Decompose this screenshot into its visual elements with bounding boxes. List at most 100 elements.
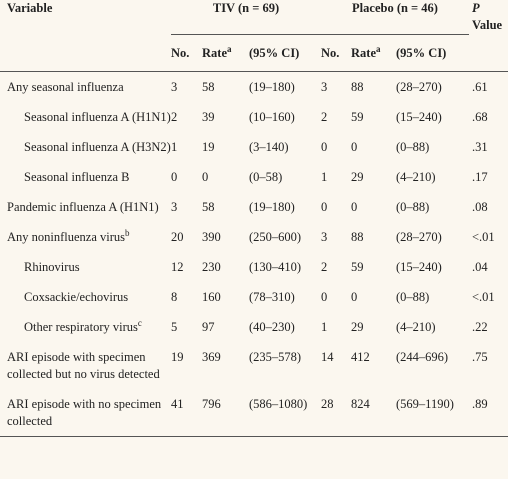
placebo-no-cell: 28 xyxy=(321,396,334,411)
placebo-rate-cell: 29 xyxy=(351,319,364,334)
tiv-ci-cell: (0–58) xyxy=(249,169,283,184)
row-label: Seasonal influenza A (H3N2) xyxy=(24,139,171,154)
tiv-no-cell: 3 xyxy=(171,79,178,94)
placebo-no-header: No. xyxy=(321,34,351,72)
p-value-cell: <.01 xyxy=(472,289,495,304)
tiv-rate-cell: 0 xyxy=(202,169,209,184)
p-value-cell: .75 xyxy=(472,349,488,364)
table-row: ARI episode with specimen collected but … xyxy=(0,342,508,389)
p-value-cell: .89 xyxy=(472,396,488,411)
table-row: Seasonal influenza B 0 0 (0–58) 1 29 (4–… xyxy=(0,162,508,192)
placebo-no-cell: 3 xyxy=(321,79,328,94)
placebo-no-cell: 0 xyxy=(321,289,328,304)
tiv-rate-cell: 796 xyxy=(202,396,221,411)
p-value-cell: .04 xyxy=(472,259,488,274)
tiv-no-cell: 3 xyxy=(171,199,178,214)
tiv-ci-cell: (130–410) xyxy=(249,259,302,274)
table-row: ARI episode with no specimen collected 4… xyxy=(0,389,508,436)
p-value-cell: .61 xyxy=(472,79,488,94)
tiv-ci-cell: (3–140) xyxy=(249,139,289,154)
tiv-rate-cell: 58 xyxy=(202,79,215,94)
table-row: Coxsackie/echovirus 8 160 (78–310) 0 0 (… xyxy=(0,282,508,312)
placebo-no-cell: 1 xyxy=(321,169,328,184)
row-label: ARI episode with no specimen collected xyxy=(7,396,162,428)
tiv-no-cell: 8 xyxy=(171,289,178,304)
placebo-ci-cell: (0–88) xyxy=(396,139,430,154)
placebo-ci-cell: (4–210) xyxy=(396,319,436,334)
results-table: Variable TIV (n = 69) Placebo (n = 46) P… xyxy=(0,0,508,436)
tiv-rate-cell: 19 xyxy=(202,139,215,154)
tiv-rate-cell: 97 xyxy=(202,319,215,334)
tiv-no-cell: 0 xyxy=(171,169,178,184)
tiv-ci-cell: (19–180) xyxy=(249,79,295,94)
tiv-ci-cell: (40–230) xyxy=(249,319,295,334)
tiv-ci-cell: (19–180) xyxy=(249,199,295,214)
placebo-rate-cell: 29 xyxy=(351,169,364,184)
row-label: Any seasonal influenza xyxy=(7,79,124,94)
table-row: Any noninfluenza virusb 20 390 (250–600)… xyxy=(0,222,508,252)
tiv-rate-cell: 160 xyxy=(202,289,221,304)
placebo-no-cell: 3 xyxy=(321,229,328,244)
tiv-no-cell: 19 xyxy=(171,349,184,364)
placebo-group-header: Placebo (n = 46) xyxy=(321,0,469,35)
placebo-ci-cell: (0–88) xyxy=(396,289,430,304)
tiv-no-cell: 20 xyxy=(171,229,184,244)
tiv-ci-cell: (250–600) xyxy=(249,229,302,244)
row-label: Seasonal influenza B xyxy=(24,169,130,184)
p-value-cell: <.01 xyxy=(472,229,495,244)
tiv-rate-cell: 39 xyxy=(202,109,215,124)
p-value-cell: .08 xyxy=(472,199,488,214)
placebo-ci-cell: (15–240) xyxy=(396,259,442,274)
row-label: Any noninfluenza virusb xyxy=(7,227,130,244)
placebo-ci-cell: (4–210) xyxy=(396,169,436,184)
placebo-ci-cell: (28–270) xyxy=(396,229,442,244)
p-value-cell: .31 xyxy=(472,139,488,154)
tiv-no-cell: 41 xyxy=(171,396,184,411)
placebo-rate-cell: 0 xyxy=(351,139,358,154)
placebo-rate-cell: 0 xyxy=(351,289,358,304)
placebo-no-cell: 1 xyxy=(321,319,328,334)
placebo-ci-cell: (244–696) xyxy=(396,349,449,364)
placebo-rate-cell: 88 xyxy=(351,79,364,94)
placebo-rate-cell: 824 xyxy=(351,396,370,411)
placebo-rate-cell: 0 xyxy=(351,199,358,214)
placebo-ci-cell: (0–88) xyxy=(396,199,430,214)
placebo-ci-cell: (15–240) xyxy=(396,109,442,124)
row-label: Coxsackie/echovirus xyxy=(24,289,129,304)
table-row: Any seasonal influenza 3 58 (19–180) 3 8… xyxy=(0,71,508,102)
placebo-rate-header: Ratea xyxy=(351,34,396,72)
placebo-no-cell: 0 xyxy=(321,199,328,214)
tiv-rate-cell: 369 xyxy=(202,349,221,364)
placebo-ci-cell: (28–270) xyxy=(396,79,442,94)
tiv-ci-cell: (235–578) xyxy=(249,349,302,364)
row-label: Seasonal influenza A (H1N1) xyxy=(24,109,171,124)
table-row: Pandemic influenza A (H1N1) 3 58 (19–180… xyxy=(0,192,508,222)
placebo-no-cell: 14 xyxy=(321,349,334,364)
tiv-rate-cell: 390 xyxy=(202,229,221,244)
tiv-ci-cell: (10–160) xyxy=(249,109,295,124)
table-row: Rhinovirus 12 230 (130–410) 2 59 (15–240… xyxy=(0,252,508,282)
tiv-no-cell: 1 xyxy=(171,139,178,154)
tiv-no-cell: 5 xyxy=(171,319,178,334)
p-subheader-spacer xyxy=(469,34,508,72)
tiv-rate-cell: 58 xyxy=(202,199,215,214)
placebo-rate-cell: 412 xyxy=(351,349,370,364)
tiv-ci-cell: (586–1080) xyxy=(249,396,308,411)
p-value-cell: .68 xyxy=(472,109,488,124)
variable-subheader-spacer xyxy=(0,34,171,72)
placebo-rate-cell: 88 xyxy=(351,229,364,244)
row-label: Pandemic influenza A (H1N1) xyxy=(7,199,159,214)
p-value-cell: .17 xyxy=(472,169,488,184)
row-label: Rhinovirus xyxy=(24,259,80,274)
placebo-ci-cell: (569–1190) xyxy=(396,396,454,411)
placebo-no-cell: 2 xyxy=(321,109,328,124)
placebo-ci-header: (95% CI) xyxy=(396,34,469,72)
tiv-rate-cell: 230 xyxy=(202,259,221,274)
placebo-no-cell: 0 xyxy=(321,139,328,154)
table-row: Other respiratory virusc 5 97 (40–230) 1… xyxy=(0,312,508,342)
tiv-ci-cell: (78–310) xyxy=(249,289,295,304)
p-value-cell: .22 xyxy=(472,319,488,334)
group-header-row: Variable TIV (n = 69) Placebo (n = 46) P… xyxy=(0,0,508,35)
tiv-no-cell: 2 xyxy=(171,109,178,124)
placebo-no-cell: 2 xyxy=(321,259,328,274)
